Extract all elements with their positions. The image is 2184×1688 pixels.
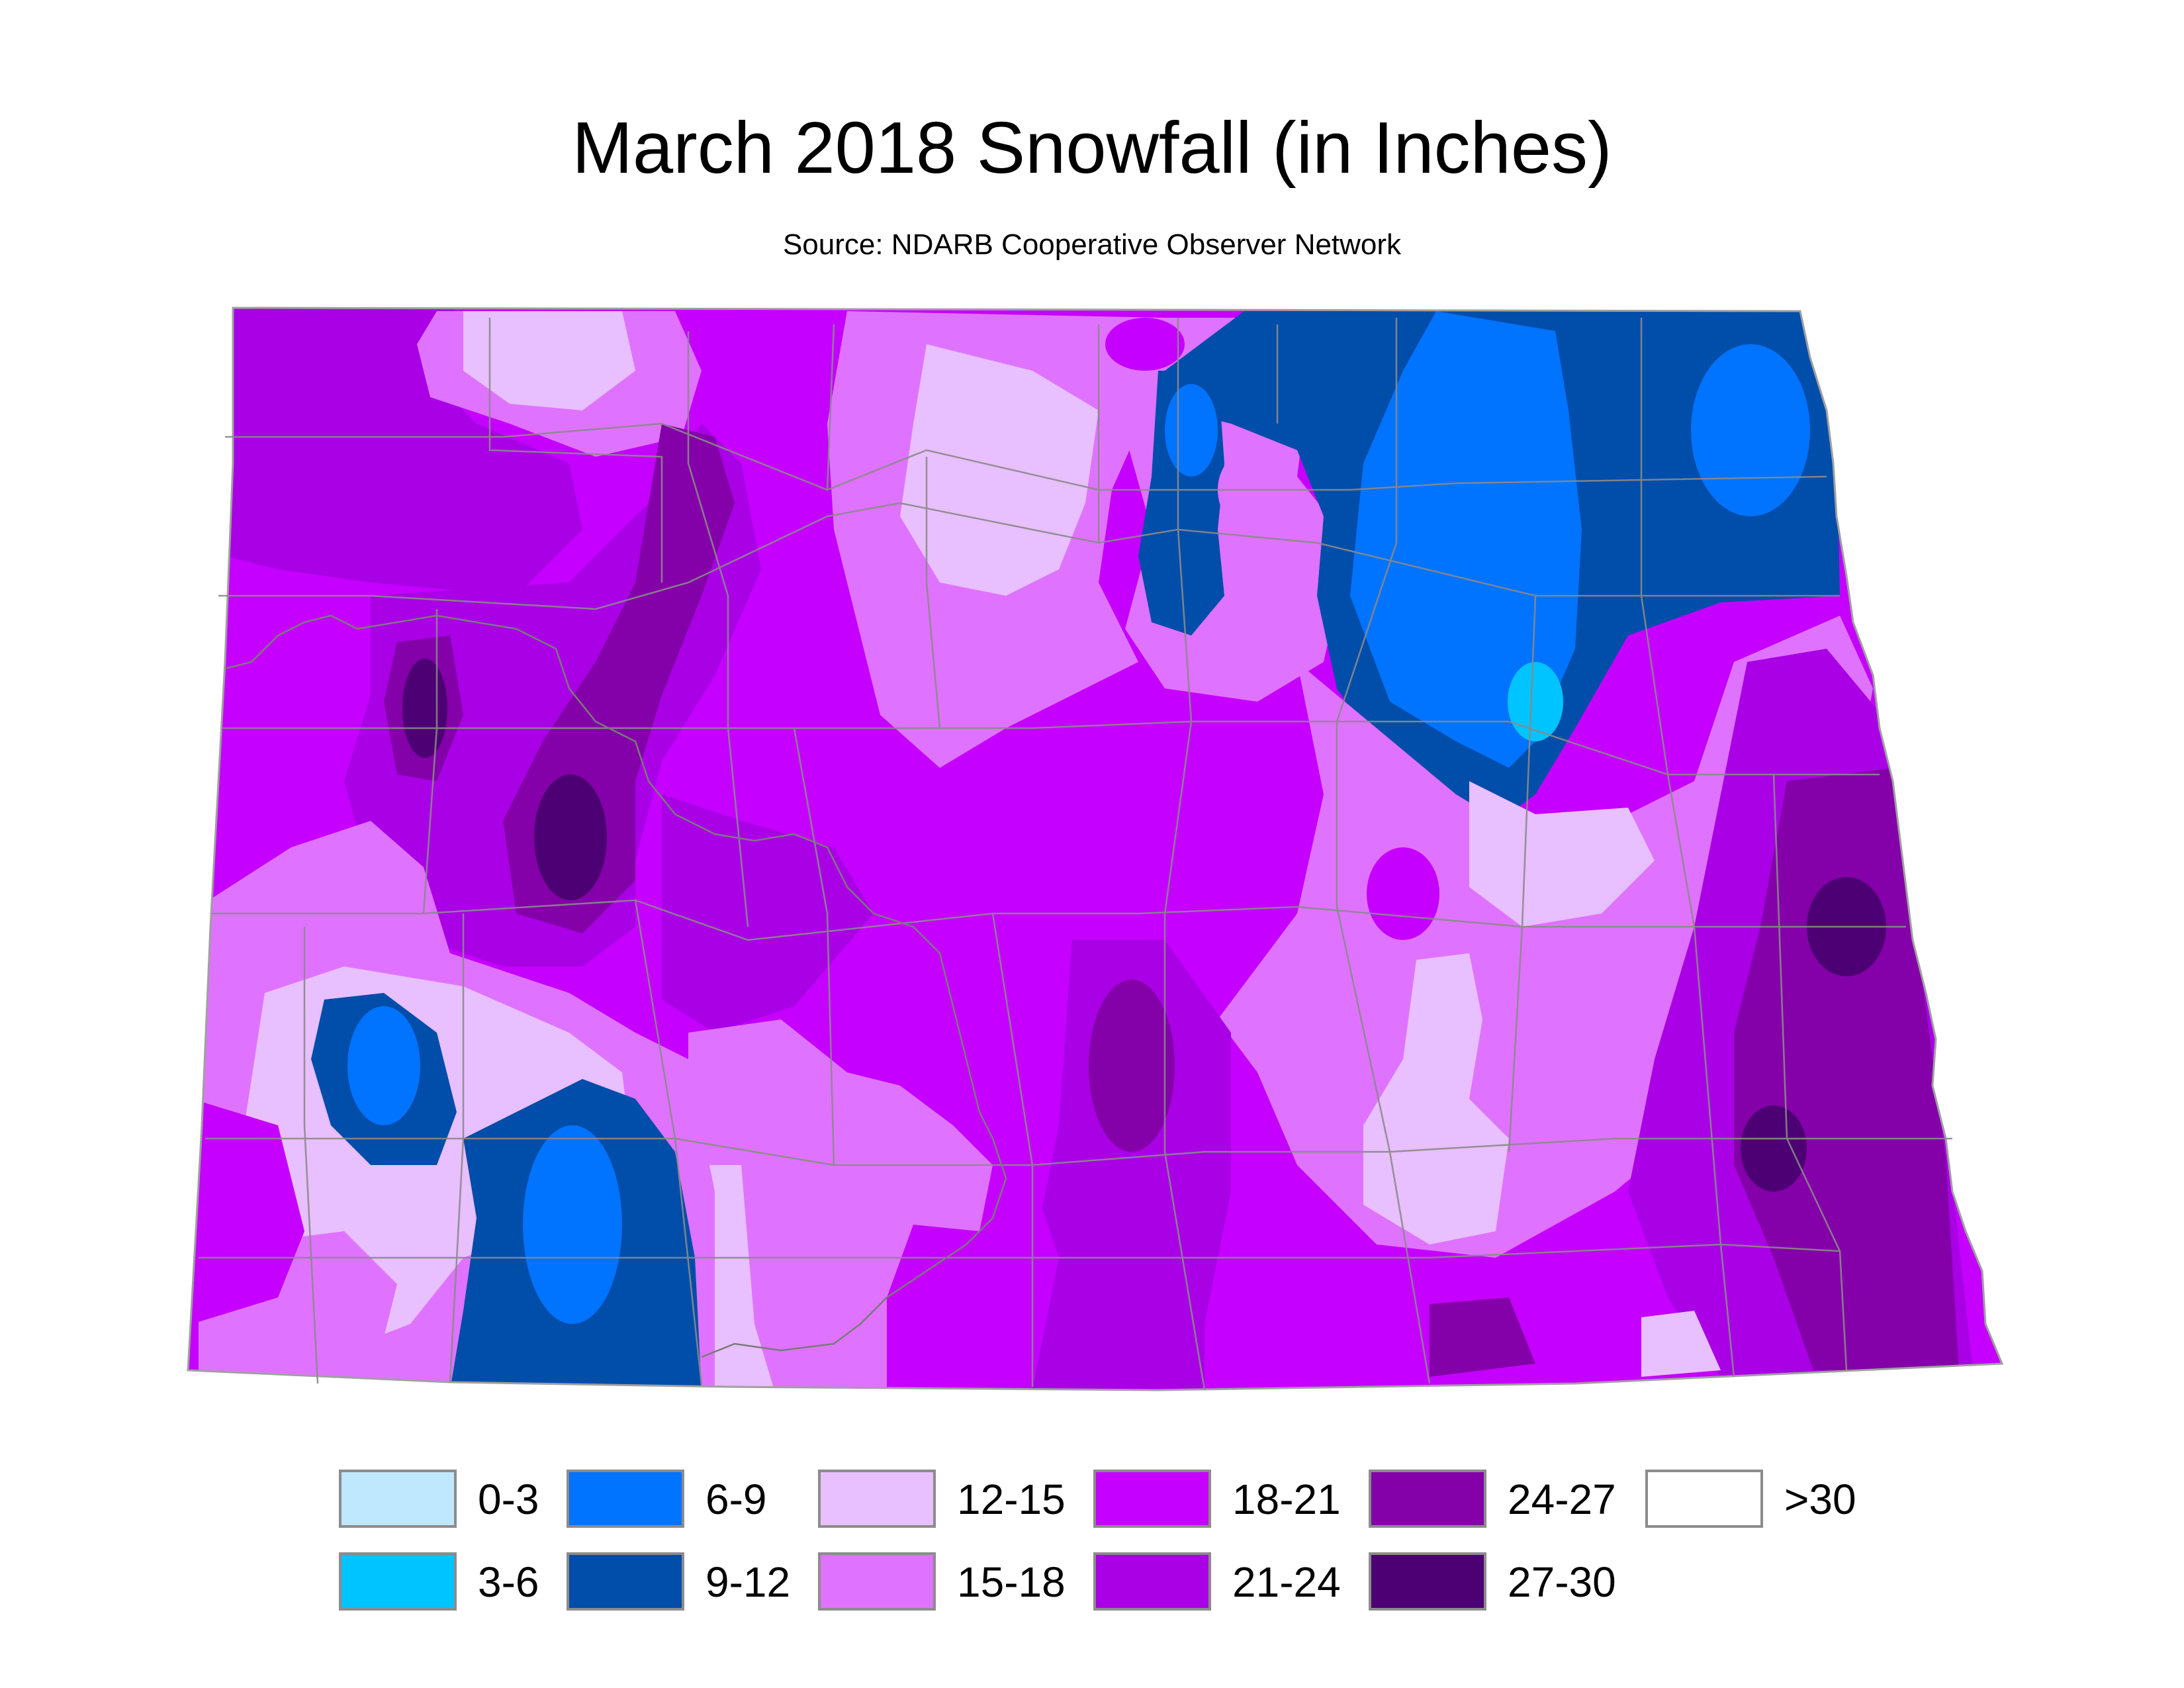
zone-sc-15-18 bbox=[688, 1019, 993, 1390]
legend-label: 0-3 bbox=[478, 1476, 539, 1523]
legend-label: 18-21 bbox=[1232, 1476, 1341, 1523]
legend-swatch bbox=[1369, 1552, 1486, 1611]
legend-label: 15-18 bbox=[957, 1558, 1066, 1606]
zone-se-24-27 bbox=[1430, 1297, 1535, 1377]
zone-sw-6-9-a bbox=[347, 1006, 420, 1125]
legend-label: 24-27 bbox=[1508, 1476, 1616, 1523]
legend-swatch bbox=[567, 1552, 684, 1611]
legend-swatch bbox=[339, 1470, 457, 1528]
legend-swatch bbox=[818, 1552, 936, 1611]
zone-sw-6-9-b bbox=[523, 1125, 622, 1324]
legend-label: 3-6 bbox=[478, 1558, 539, 1606]
zone-ec-12-15 bbox=[1469, 781, 1655, 927]
missouri-river bbox=[224, 614, 1007, 1358]
legend-swatch bbox=[818, 1470, 936, 1528]
zone-ec-18-21-dot bbox=[1367, 847, 1439, 940]
zone-nc-18-21-dot bbox=[1218, 702, 1271, 768]
zone-nw-12-15 bbox=[463, 311, 635, 410]
legend-label: 27-30 bbox=[1508, 1558, 1616, 1606]
zone-e-24-27 bbox=[1734, 768, 1959, 1370]
legend-label: 12-15 bbox=[957, 1476, 1066, 1523]
legend-label: 21-24 bbox=[1232, 1558, 1341, 1606]
legend-label: 6-9 bbox=[705, 1476, 767, 1523]
zone-sw-18-21-edge bbox=[192, 1099, 304, 1324]
map-subtitle: Source: NDARB Cooperative Observer Netwo… bbox=[782, 228, 1402, 261]
zone-se-12-15 bbox=[1641, 1311, 1721, 1377]
zone-ne-3-6 bbox=[1508, 662, 1563, 741]
legend-swatch bbox=[1093, 1552, 1211, 1611]
legend-label: 9-12 bbox=[705, 1558, 791, 1606]
legend-swatch bbox=[339, 1552, 457, 1611]
map-title: March 2018 Snowfall (in Inches) bbox=[572, 107, 1612, 189]
legend-swatch bbox=[567, 1470, 684, 1528]
zone-cs-21-24 bbox=[1032, 940, 1231, 1390]
county-lines bbox=[199, 318, 1952, 1391]
zone-ec-12-15-b bbox=[1363, 953, 1509, 1244]
legend-swatch bbox=[1645, 1470, 1763, 1528]
legend-label: >30 bbox=[1784, 1476, 1856, 1523]
zone-w-21-24-band bbox=[662, 794, 874, 1033]
zone-wc-27-30-a bbox=[402, 659, 447, 758]
zone-wc-27-30-b bbox=[534, 774, 607, 900]
legend-swatch bbox=[1369, 1470, 1486, 1528]
legend-swatch bbox=[1093, 1470, 1211, 1528]
zone-cs-24-27 bbox=[1089, 980, 1175, 1152]
state-outline bbox=[187, 306, 2004, 1391]
zone-ne-6-9-main bbox=[1350, 311, 1582, 768]
zone-ne-6-9-east bbox=[1691, 344, 1810, 516]
zone-nw-21-24 bbox=[199, 308, 582, 596]
zone-nc-18-21-top bbox=[1105, 318, 1185, 371]
zone-e-27-30-b bbox=[1741, 1105, 1807, 1192]
zone-ne-6-9-small bbox=[1165, 384, 1218, 477]
